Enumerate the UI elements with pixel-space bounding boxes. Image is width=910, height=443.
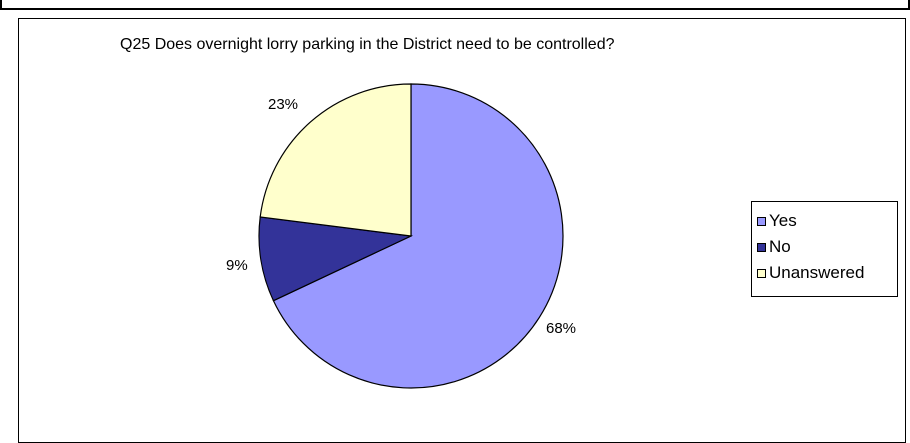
legend-label-yes: Yes: [769, 211, 797, 230]
data-label-yes: 68%: [546, 320, 577, 337]
legend-swatch-unanswered: [757, 268, 766, 278]
chart-title: Q25 Does overnight lorry parking in the …: [120, 36, 615, 53]
pie-slice-unanswered: [259, 83, 412, 237]
legend-label-no: No: [769, 237, 791, 256]
legend-swatch-yes: [757, 216, 766, 226]
legend-label-unanswered: Unanswered: [769, 263, 865, 282]
legend-item-yes: Yes: [757, 208, 897, 234]
pie-slice-yes: [272, 83, 564, 389]
legend-item-no: No: [757, 234, 897, 260]
legend-swatch-no: [757, 242, 766, 252]
pie-slice-no: [258, 216, 414, 302]
pie-chart: [258, 83, 564, 389]
legend-item-unanswered: Unanswered: [757, 260, 897, 286]
data-label-unanswered: 23%: [268, 96, 299, 113]
legend: Yes No Unanswered: [751, 201, 898, 297]
top-strip: [0, 0, 910, 10]
data-label-no: 9%: [226, 257, 248, 274]
